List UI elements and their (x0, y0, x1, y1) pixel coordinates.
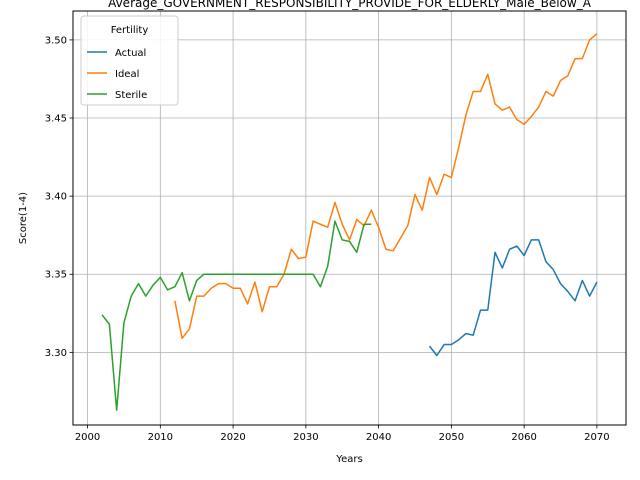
y-tick-label: 3.50 (45, 35, 67, 46)
legend: Fertility Actual Ideal Sterile (80, 15, 179, 106)
y-tick-label: 3.40 (45, 192, 67, 203)
y-axis-label: Score(1-4) (18, 192, 29, 244)
legend-label-sterile: Sterile (115, 90, 147, 101)
x-tick-label: 2020 (220, 432, 245, 443)
plot-frame (72, 10, 627, 426)
x-tick-label: 2010 (148, 432, 173, 443)
series-line-ideal (174, 33, 598, 340)
legend-label-ideal: Ideal (115, 69, 139, 80)
x-tick-label: 2030 (293, 432, 318, 443)
grid (73, 11, 626, 425)
x-tick-label: 2050 (439, 432, 464, 443)
ticks: 2000 2010 2020 2030 2040 2050 2060 2070 3.30 3.35… (45, 35, 610, 443)
legend-title: Fertility (111, 25, 149, 36)
x-tick-label: 2040 (366, 432, 391, 443)
chart-title: Average_GOVERNMENT_RESPONSIBILITY_PROVID… (108, 0, 592, 10)
x-tick-label: 2060 (511, 432, 536, 443)
x-tick-label: 2000 (75, 432, 100, 443)
legend-box (80, 15, 179, 106)
series-layer (101, 33, 598, 411)
y-tick-label: 3.45 (45, 114, 67, 125)
x-tick-label: 2070 (584, 432, 609, 443)
series-line-sterile (101, 220, 372, 411)
series-line-actual (428, 239, 598, 357)
y-tick-label: 3.30 (45, 348, 67, 359)
legend-label-actual: Actual (115, 48, 146, 59)
x-axis-label: Years (335, 454, 362, 465)
y-tick-label: 3.35 (45, 270, 67, 281)
